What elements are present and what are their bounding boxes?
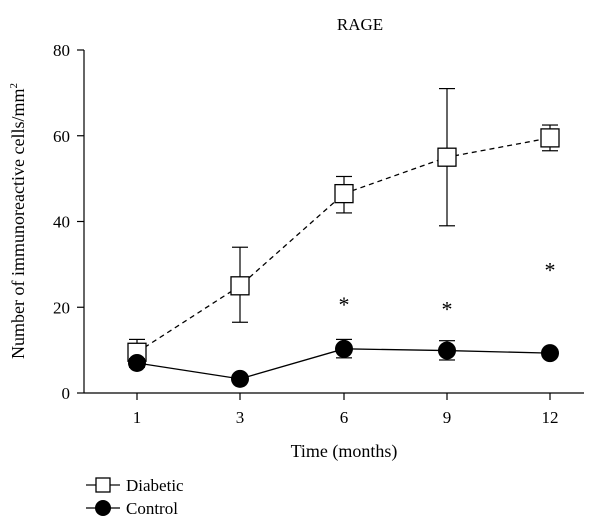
x-tick-label: 3 bbox=[236, 408, 245, 427]
x-tick-label: 1 bbox=[133, 408, 142, 427]
data-point bbox=[540, 128, 560, 148]
legend-item-diabetic: Diabetic bbox=[86, 476, 184, 495]
y-axis-label-text: Number of immunoreactive cells/mm bbox=[8, 89, 28, 359]
y-axis-label: Number of immunoreactive cells/mm2 bbox=[8, 83, 28, 359]
x-tick-label: 9 bbox=[443, 408, 452, 427]
data-point bbox=[231, 369, 249, 388]
series-control bbox=[128, 338, 559, 388]
y-ticks: 0 20 40 60 80 bbox=[53, 41, 84, 403]
y-axis-label-superscript: 2 bbox=[8, 83, 20, 89]
x-tick-label: 12 bbox=[542, 408, 559, 427]
data-point bbox=[128, 353, 146, 372]
chart-title: RAGE bbox=[337, 15, 383, 34]
legend-control-marker bbox=[95, 500, 111, 516]
y-tick-label: 40 bbox=[53, 213, 70, 232]
data-point bbox=[335, 339, 353, 358]
y-tick-label: 20 bbox=[53, 298, 70, 317]
y-tick-label: 60 bbox=[53, 127, 70, 146]
significance-marker: * bbox=[545, 258, 556, 283]
plot-area bbox=[127, 87, 560, 388]
legend-diabetic-marker bbox=[95, 477, 111, 493]
x-tick-label: 6 bbox=[340, 408, 349, 427]
significance-marker: * bbox=[442, 296, 453, 321]
x-ticks: 1 3 6 9 12 bbox=[133, 393, 559, 427]
series-diabetic bbox=[127, 87, 560, 364]
y-tick-label: 0 bbox=[62, 384, 71, 403]
data-point bbox=[437, 147, 457, 167]
legend: Diabetic Control bbox=[86, 476, 184, 518]
x-axis: 1 3 6 9 12 bbox=[84, 392, 584, 427]
y-tick-label: 80 bbox=[53, 41, 70, 60]
legend-control-label: Control bbox=[126, 499, 178, 518]
series-line bbox=[136, 137, 551, 353]
data-point bbox=[334, 183, 354, 204]
x-axis-label: Time (months) bbox=[291, 441, 398, 462]
annotations: * * * bbox=[339, 258, 556, 322]
data-point bbox=[541, 344, 559, 363]
legend-item-control: Control bbox=[86, 499, 178, 518]
legend-diabetic-label: Diabetic bbox=[126, 476, 184, 495]
data-point bbox=[230, 276, 250, 296]
data-point bbox=[438, 341, 456, 360]
significance-marker: * bbox=[339, 292, 350, 317]
y-axis: 0 20 40 60 80 bbox=[53, 41, 85, 403]
